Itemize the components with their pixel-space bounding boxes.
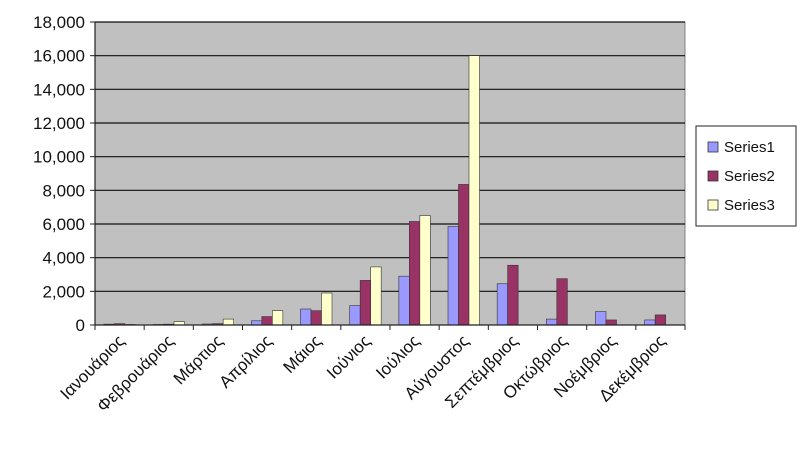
y-tick-label: 4,000 [42, 249, 85, 268]
bar-series3-6 [370, 266, 382, 326]
bar-series2-11 [605, 319, 617, 326]
y-tick-label: 12,000 [33, 114, 85, 133]
y-tick-label: 16,000 [33, 47, 85, 66]
legend-label-series3: Series3 [724, 197, 775, 214]
y-tick-label: 14,000 [33, 80, 85, 99]
bar-series2-10 [556, 278, 568, 326]
plot-area [94, 21, 686, 326]
bar-series1-6 [349, 305, 361, 326]
x-tick-label: Ιούνιος [323, 331, 374, 382]
legend-label-series1: Series1 [724, 139, 775, 156]
legend-swatch-series1 [707, 141, 719, 153]
y-axis-ticks: 0 2,000 4,000 6,000 8,000 10,000 12,000 14,000 1… [33, 13, 95, 335]
bar-series2-12 [654, 314, 666, 326]
bar-series1-10 [546, 318, 558, 326]
y-tick-label: 6,000 [42, 215, 85, 234]
bar-series3-5 [321, 292, 333, 326]
y-tick-label: 18,000 [33, 13, 85, 32]
y-tick-label: 2,000 [42, 282, 85, 301]
bar-series3-3 [222, 318, 234, 326]
bar-series1-12 [644, 319, 656, 326]
bar-series2-6 [359, 280, 371, 326]
x-tick-label: Απρίλιος [215, 331, 275, 391]
bar-series2-4 [261, 316, 273, 326]
bar-series3-7 [419, 215, 431, 326]
bar-series1-8 [447, 226, 459, 326]
y-tick-label: 10,000 [33, 148, 85, 167]
legend-swatch-series2 [707, 170, 719, 182]
x-tick-label: Μάιος [280, 331, 326, 377]
gridlines [95, 21, 685, 292]
bar-series3-4 [272, 310, 284, 326]
bar-series2-5 [310, 310, 322, 326]
legend-label-series2: Series2 [724, 168, 775, 185]
legend: Series1 Series2 Series3 [695, 125, 797, 227]
y-tick-label: 8,000 [42, 181, 85, 200]
bar-series3-8 [468, 55, 480, 326]
bar-series1-9 [496, 283, 508, 326]
y-tick-label: 0 [76, 316, 85, 335]
bar-series2-9 [507, 264, 519, 326]
bar-series2-7 [409, 221, 421, 326]
bar-series1-7 [398, 275, 410, 326]
bar-series1-11 [595, 311, 607, 326]
bar-series2-8 [458, 184, 470, 326]
bar-series1-5 [300, 308, 312, 326]
legend-swatch-series3 [707, 199, 719, 211]
bar-series1-4 [251, 320, 263, 326]
